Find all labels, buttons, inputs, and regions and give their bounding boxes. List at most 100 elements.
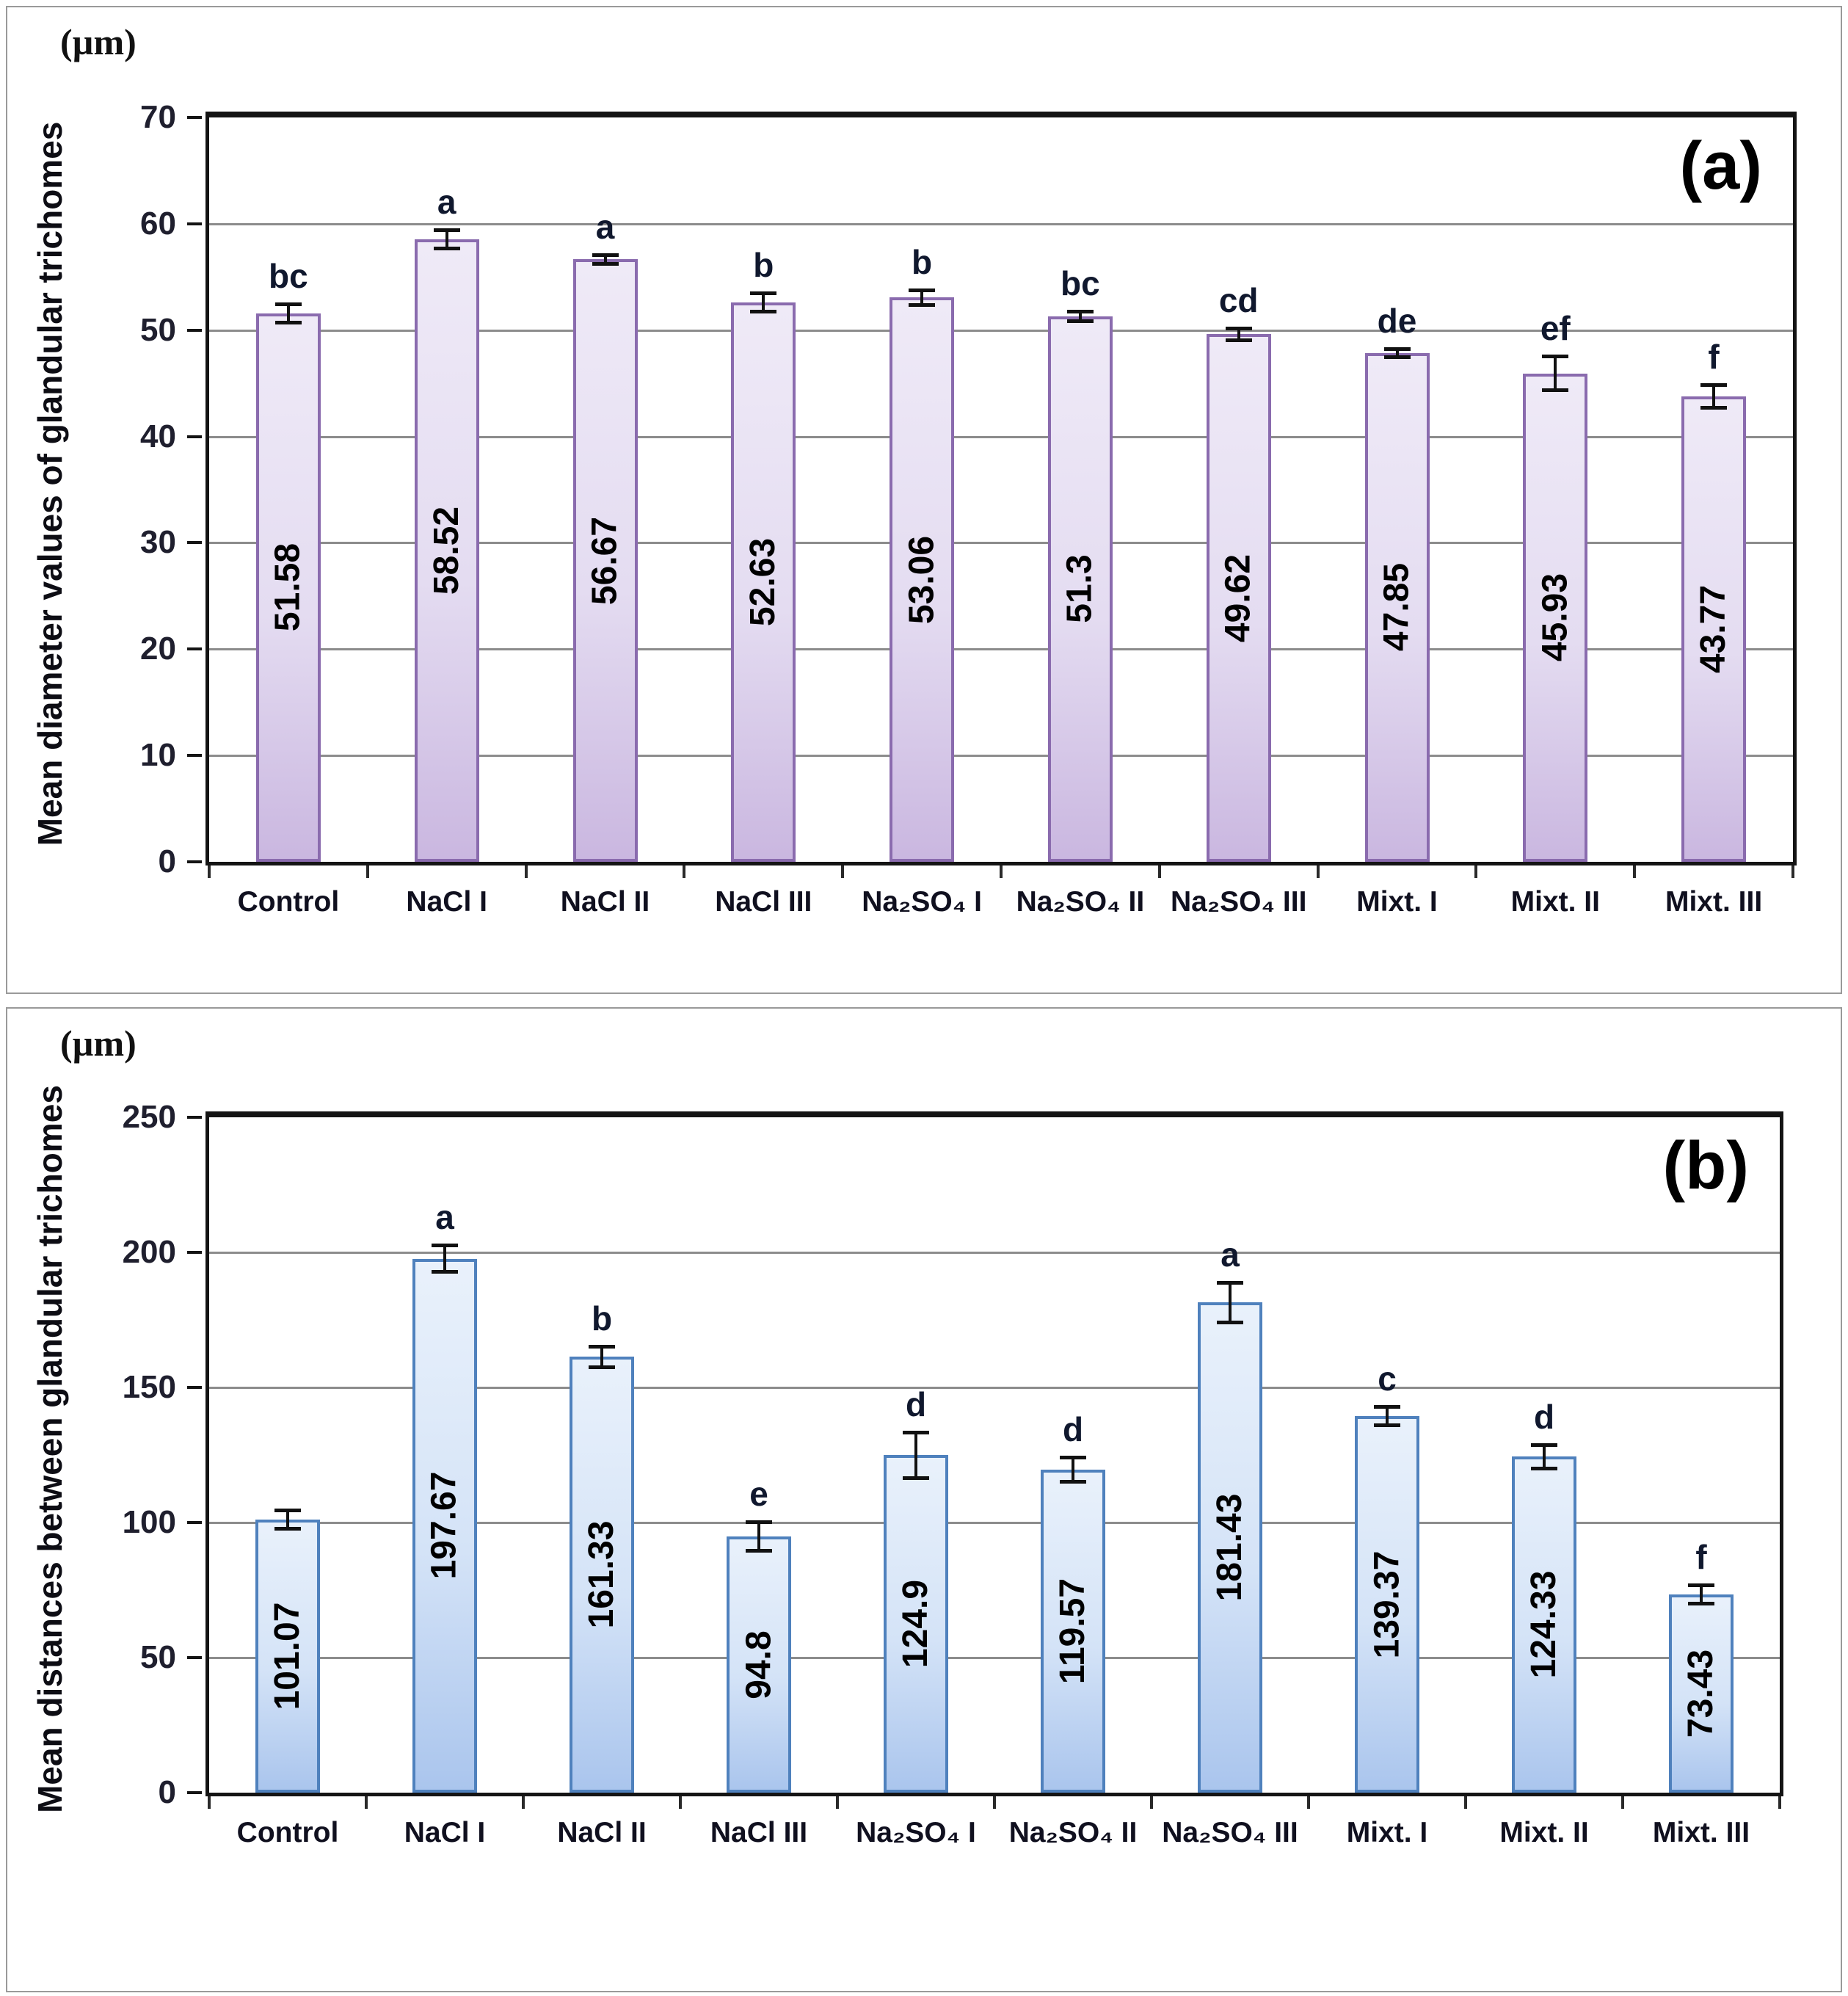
x-category-label: Na₂SO₄ II [1008,1817,1138,1848]
x-tick [1621,1796,1624,1809]
error-bar-cap-bottom [909,302,936,307]
x-category-label: Na₂SO₄ III [1170,886,1307,918]
bar-value-label: 124.9 [895,1580,935,1669]
x-tick [1464,1796,1467,1809]
significance-letter: cd [1218,280,1259,319]
y-tick-label: 0 [158,843,176,879]
error-bar [1229,1282,1232,1323]
gridline [209,435,1793,438]
unit-label: (µm) [60,1023,137,1064]
bar-value-label: 161.33 [581,1520,621,1629]
error-bar [1395,349,1399,358]
bar [1355,1416,1419,1793]
y-tick [187,1116,202,1119]
y-tick-label: 200 [122,1234,176,1270]
bar [1364,352,1430,862]
error-bar-cap-bottom [750,309,777,313]
bar-value-label: 58.52 [426,507,466,595]
y-tick-label: 70 [140,99,176,135]
gridline [209,329,1793,332]
bar-value-label: 94.8 [738,1630,778,1699]
error-bar-cap-bottom [1542,388,1569,392]
error-bar [1078,311,1082,322]
y-tick [187,435,202,438]
bar-value-label: 43.77 [1694,584,1734,674]
bar-value-label: 51.58 [268,543,308,632]
bar-value-label: 124.33 [1524,1570,1563,1679]
x-category-label: NaCl III [715,886,812,918]
error-bar-cap-bottom [1374,1423,1400,1427]
bar-value-label: 139.37 [1367,1550,1406,1658]
significance-letter: b [912,243,933,282]
error-bar [1386,1407,1389,1426]
error-bar [762,292,765,312]
error-bar-cap-top [1225,326,1252,330]
error-bar [443,1245,446,1272]
error-bar-cap-top [1374,1405,1400,1409]
error-bar [1712,385,1716,408]
bar-value-label: 197.67 [425,1471,465,1580]
y-tick [187,1521,202,1524]
bar [1681,396,1747,862]
x-tick [683,865,686,878]
error-bar [920,290,924,305]
x-category-label: Mixt. III [1665,886,1763,918]
error-bar-cap-bottom [1531,1467,1557,1471]
error-bar-cap-top [1066,309,1094,313]
x-category-label: Mixt. II [1510,886,1600,918]
x-tick [1150,1796,1153,1809]
significance-letter: f [1695,1537,1707,1576]
error-bar [600,1346,603,1368]
gridline [209,222,1793,225]
error-bar-cap-top [903,1431,929,1435]
error-bar-cap-top [1060,1456,1086,1460]
significance-letter: d [1533,1397,1555,1436]
error-bar [1072,1457,1074,1482]
error-bar-cap-top [433,228,460,233]
panel-letter: (b) [1662,1128,1749,1203]
x-tick [841,865,845,878]
error-bar-cap-bottom [1217,1320,1243,1324]
y-tick [187,1251,202,1254]
y-axis-title: Mean diameter values of glandular tricho… [31,121,69,846]
x-tick [1307,1796,1310,1809]
x-category-label: Na₂SO₄ I [862,886,982,918]
error-bar [286,303,290,323]
error-bar-cap-bottom [1383,355,1411,359]
bar-value-label: 53.06 [902,535,942,624]
error-bar-cap-bottom [1225,338,1252,342]
x-category-label: Mixt. I [1356,886,1438,918]
y-tick [187,860,202,863]
bar [1206,334,1271,862]
significance-letter: a [1221,1235,1240,1274]
error-bar [445,230,448,250]
y-tick-label: 150 [122,1369,176,1405]
x-tick [1633,865,1637,878]
significance-letter: c [1378,1360,1397,1398]
error-bar-cap-top [750,291,777,295]
y-tick-label: 0 [158,1774,176,1810]
error-bar-cap-bottom [432,1269,458,1274]
x-tick [1791,865,1794,878]
error-bar [1554,356,1557,391]
y-tick [187,116,202,119]
x-category-label: NaCl II [560,886,650,918]
gridline [209,755,1793,758]
gridline [209,542,1793,545]
y-tick-label: 10 [140,737,176,774]
error-bar-cap-top [1688,1583,1714,1587]
x-tick [208,865,211,878]
y-tick [187,541,202,545]
significance-letter: f [1708,338,1720,377]
x-category-label: NaCl III [710,1817,808,1848]
plot-area: (a) 0 10 20 30 40 50 60 70 51.58 bc Control 58.52 a N… [140,99,1797,918]
error-bar-cap-top [1531,1442,1557,1447]
error-bar-cap-top [274,302,302,306]
gridline [209,1252,1780,1254]
x-category-label: NaCl II [557,1817,647,1848]
error-bar [1700,1584,1703,1604]
significance-letter: b [753,245,774,284]
bar-value-label: 52.63 [743,537,783,626]
bar [1523,373,1588,862]
bar [412,1258,477,1793]
